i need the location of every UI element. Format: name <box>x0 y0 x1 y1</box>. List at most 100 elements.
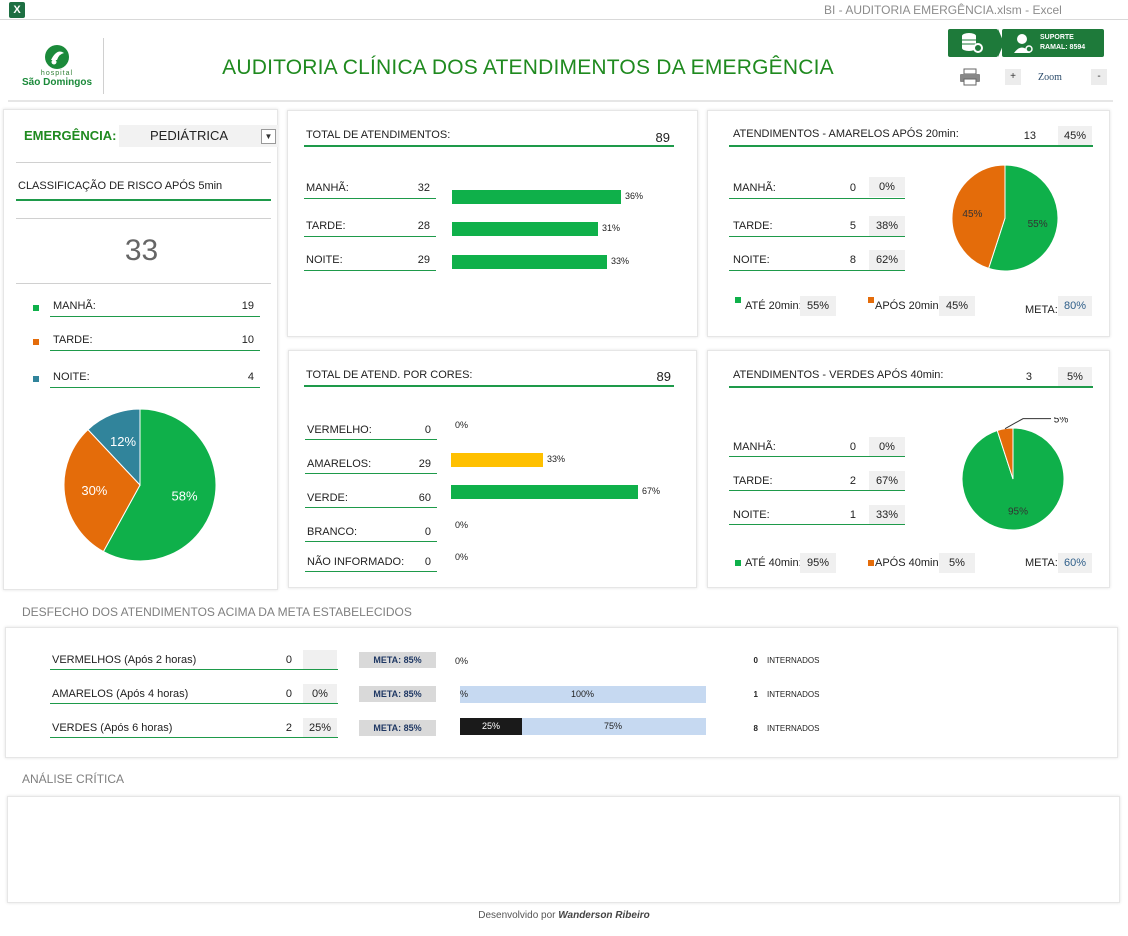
left-noite-label: NOITE: <box>53 371 90 383</box>
print-icon[interactable] <box>959 68 981 86</box>
support-button[interactable]: SUPORTE RAMAL: 8594 <box>1002 29 1104 57</box>
cores-bar-label-0: 0% <box>455 420 469 430</box>
amarelos-pct: 45% <box>1058 126 1092 146</box>
cores-verde-underline <box>305 507 437 508</box>
verdes-noite-underline <box>729 524 905 525</box>
amarelos-tarde-value: 5 <box>849 220 856 232</box>
total-title: TOTAL DE ATENDIMENTOS: <box>306 129 451 141</box>
desfecho-verdes-bar-fill <box>460 718 522 735</box>
zoom-out-button[interactable]: - <box>1091 69 1107 85</box>
footer: Desenvolvido por Wanderson Ribeiro <box>0 910 1128 921</box>
total-bar-chart: 36% 31% 33% <box>452 181 692 276</box>
total-manha-label: MANHÃ: <box>306 182 349 194</box>
footer-author: Wanderson Ribeiro <box>558 910 650 921</box>
emergencia-select[interactable]: PEDIÁTRICA ▼ <box>119 125 279 147</box>
ate-40min-legend-pct: 95% <box>800 553 836 573</box>
desfecho-amarelos-bar-left: % <box>460 689 469 699</box>
apos-20min-legend-marker <box>868 297 874 303</box>
cores-bar-label-4: 0% <box>455 552 469 562</box>
cores-amarelos-underline <box>305 473 437 474</box>
desfecho-verdes-bar-right: 75% <box>604 721 623 731</box>
amarelos-pie-label-0: 55% <box>1028 219 1048 230</box>
cores-vermelho-value: 0 <box>424 424 431 436</box>
verdes-tarde-underline <box>729 490 905 491</box>
cores-nao-informado-value: 0 <box>424 556 431 568</box>
desfecho-verdes-meta: META: 85% <box>359 720 436 736</box>
amarelos-title: ATENDIMENTOS - AMARELOS APÓS 20min: <box>733 128 959 140</box>
amarelos-manha-pct: 0% <box>869 177 905 197</box>
zoom-label: Zoom <box>1038 72 1062 83</box>
desfecho-amarelos-pct: 0% <box>303 684 337 704</box>
cores-panel: TOTAL DE ATEND. POR CORES: 89 VERMELHO: … <box>288 350 697 588</box>
shift-pie-label-1: 30% <box>81 483 107 498</box>
left-noite-value: 4 <box>247 371 254 383</box>
manha-color-dot <box>33 305 39 311</box>
total-bar-label-2: 33% <box>611 256 630 266</box>
apos-40min-legend-marker <box>868 560 874 566</box>
total-manha-underline <box>304 198 436 199</box>
support-label: SUPORTE <box>1040 34 1074 41</box>
ate-20min-legend-marker <box>735 297 741 303</box>
left-tarde-label: TARDE: <box>53 334 93 346</box>
database-settings-button[interactable] <box>948 29 1004 57</box>
desfecho-amarelos-bar-right: 100% <box>571 689 595 699</box>
analise-critica-box[interactable] <box>7 796 1120 903</box>
desfecho-vermelhos-label: VERMELHOS (Após 2 horas) <box>52 654 197 666</box>
noite-color-dot <box>33 376 39 382</box>
cores-bar-2 <box>451 485 638 499</box>
amarelos-noite-label: NOITE: <box>733 254 770 266</box>
amarelos-manha-underline <box>729 198 905 199</box>
desfecho-verdes-bar-left: 25% <box>482 721 501 731</box>
total-atendimentos-panel: TOTAL DE ATENDIMENTOS: 89 MANHÃ: 32 TARD… <box>287 110 698 337</box>
amarelos-manha-label: MANHÃ: <box>733 182 776 194</box>
cores-vermelho-underline <box>305 439 437 440</box>
desfecho-amarelos-meta: META: 85% <box>359 686 436 702</box>
amarelos-noite-value: 8 <box>849 254 856 266</box>
window-title: BI - AUDITORIA EMERGÊNCIA.xlsm - Excel <box>824 3 1062 17</box>
total-manha-value: 32 <box>417 182 430 194</box>
cores-verde-value: 60 <box>418 492 431 504</box>
apos-40min-legend-label: APÓS 40min: <box>875 557 942 569</box>
amarelos-pie-label-1: 45% <box>962 209 982 220</box>
total-bar-1 <box>452 222 598 236</box>
verdes-pie-leader-line-1 <box>1004 418 1052 430</box>
cores-bar-label-3: 0% <box>455 520 469 530</box>
dashboard-header: hospital São Domingos AUDITORIA CLÍNICA … <box>8 26 1113 102</box>
cores-branco-underline <box>305 541 437 542</box>
apos-20min-legend-label: APÓS 20min: <box>875 300 942 312</box>
ate-20min-legend-pct: 55% <box>800 296 836 316</box>
classif-big-number: 33 <box>124 234 159 267</box>
left-noite-underline <box>50 387 260 388</box>
desfecho-amarelos-bar-track <box>460 686 706 703</box>
total-value: 89 <box>655 130 670 145</box>
left-divider-2 <box>16 218 271 219</box>
support-agent-icon <box>1014 34 1033 53</box>
left-tarde-value: 10 <box>241 334 254 346</box>
cores-branco-label: BRANCO: <box>307 526 358 538</box>
amarelos-pie-slice-0 <box>987 164 1059 272</box>
hospital-logo-icon <box>45 45 69 69</box>
verdes-noite-label: NOITE: <box>733 509 770 521</box>
cores-bar-1 <box>451 453 543 467</box>
verdes-manha-pct: 0% <box>869 437 905 457</box>
desfecho-section-title: DESFECHO DOS ATENDIMENTOS ACIMA DA META … <box>22 605 412 619</box>
cores-title: TOTAL DE ATEND. POR CORES: <box>306 369 473 381</box>
shift-pie-chart: 58% 30% 12% <box>63 408 217 562</box>
verdes-panel: ATENDIMENTOS - VERDES APÓS 40min: 3 5% M… <box>707 350 1110 588</box>
desfecho-vermelhos-pct <box>303 650 337 670</box>
cores-bar-label-2: 67% <box>642 486 661 496</box>
desfecho-verdes-pct: 25% <box>303 718 337 738</box>
verdes-noite-pct: 33% <box>869 505 905 525</box>
dropdown-arrow-icon[interactable]: ▼ <box>261 129 276 144</box>
cores-vermelho-label: VERMELHO: <box>307 424 372 436</box>
analise-section-title: ANÁLISE CRÍTICA <box>22 772 125 786</box>
shift-pie-label-0: 58% <box>172 488 198 503</box>
shift-pie-slice-2 <box>87 408 141 487</box>
page-title: AUDITORIA CLÍNICA DOS ATENDIMENTOS DA EM… <box>222 56 834 79</box>
total-noite-value: 29 <box>417 254 430 266</box>
zoom-in-button[interactable]: + <box>1005 69 1021 85</box>
desfecho-vermelhos-internados-label: INTERNADOS <box>767 656 820 665</box>
emergencia-label: EMERGÊNCIA: <box>24 128 117 143</box>
desfecho-vermelhos-value: 0 <box>285 654 292 666</box>
desfecho-vermelhos-bar-pct: 0% <box>455 656 469 666</box>
